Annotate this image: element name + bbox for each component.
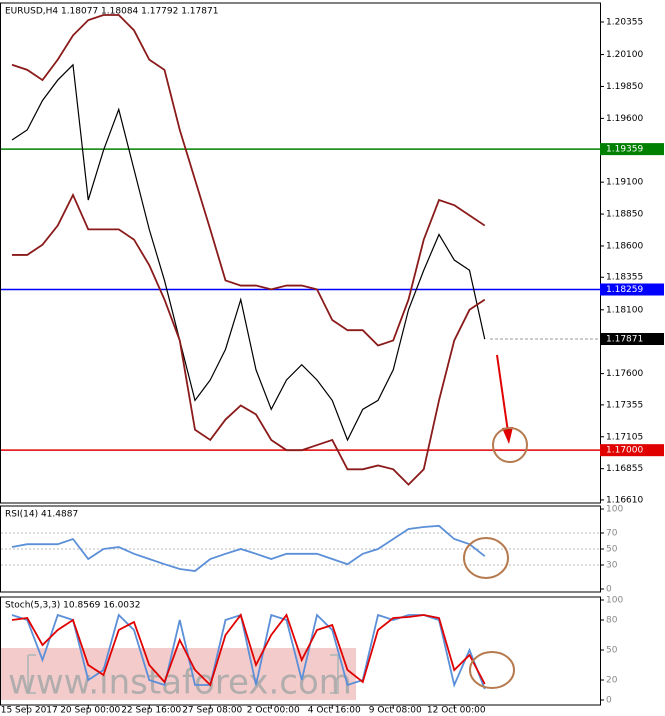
- x-tick-label: 2 Oct 00:00: [247, 706, 300, 716]
- highlight-circle: [492, 427, 528, 463]
- y-tick-label: 1.18600: [606, 241, 643, 251]
- panel-title: Stoch(5,3,3) 10.8569 16.0032: [5, 601, 140, 611]
- y-tick-label: 1.16610: [606, 495, 643, 505]
- y-tick-label: 0: [606, 585, 612, 595]
- panel-title: EURUSD,H4 1.18077 1.18084 1.17792 1.1787…: [5, 7, 218, 17]
- x-tick-label: 27 Sep 08:00: [182, 706, 242, 716]
- x-tick-label: 22 Sep 16:00: [121, 706, 181, 716]
- series-line: [11, 14, 486, 347]
- y-tick-label: 1.20355: [606, 18, 643, 28]
- level-label: 1.18259: [606, 285, 643, 295]
- level-box: [600, 143, 664, 156]
- y-tick-label: 80: [606, 616, 618, 626]
- level-box: [600, 283, 664, 296]
- y-tick-label: 50: [606, 545, 618, 555]
- y-tick-label: 1.17105: [606, 432, 643, 442]
- level-box: [600, 444, 664, 457]
- highlight-circle: [469, 651, 515, 689]
- y-tick-label: 1.16855: [606, 464, 643, 474]
- x-tick-label: 9 Oct 08:00: [369, 706, 422, 716]
- series-line: [11, 524, 486, 572]
- panel-frame: [0, 596, 601, 706]
- watermark: www.instaforex.com: [8, 663, 352, 703]
- y-tick-label: 100: [606, 505, 623, 515]
- x-tick-label: 12 Oct 00:00: [427, 706, 486, 716]
- highlight-circle: [463, 537, 509, 579]
- x-tick-label: 15 Sep 2017: [1, 706, 58, 716]
- level-label: 1.17000: [606, 446, 643, 456]
- y-tick-label: 1.19600: [606, 114, 643, 124]
- y-tick-label: 30: [606, 561, 618, 571]
- y-tick-label: 0: [606, 696, 612, 706]
- level-label: 1.19359: [606, 145, 643, 155]
- x-tick-label: 20 Sep 00:00: [60, 706, 120, 716]
- series-line: [11, 613, 486, 687]
- y-tick-label: 1.20100: [606, 50, 643, 60]
- y-tick-label: 70: [606, 529, 618, 539]
- y-tick-label: 1.18850: [606, 210, 643, 220]
- y-tick-label: 1.19850: [606, 82, 643, 92]
- y-tick-label: 1.17355: [606, 400, 643, 410]
- y-tick-label: 1.18355: [606, 273, 643, 283]
- x-tick-label: 4 Oct 16:00: [308, 706, 361, 716]
- price-box: [600, 333, 664, 346]
- price-label: 1.17871: [606, 335, 643, 345]
- arrow-head: [502, 427, 513, 444]
- panel-title: RSI(14) 41.4887: [5, 510, 78, 520]
- y-tick-label: 50: [606, 646, 618, 656]
- y-tick-label: 1.18100: [606, 305, 643, 315]
- y-tick-label: 1.17600: [606, 369, 643, 379]
- panel-frame: [0, 2, 601, 504]
- arrow-shaft: [496, 354, 509, 433]
- y-tick-label: 20: [606, 676, 618, 686]
- y-tick-label: 100: [606, 596, 623, 606]
- series-line: [12, 192, 486, 486]
- series-line: [11, 63, 486, 442]
- y-tick-label: 1.19100: [606, 178, 643, 188]
- series-line: [11, 613, 486, 690]
- watermark-brackets: [27, 654, 339, 694]
